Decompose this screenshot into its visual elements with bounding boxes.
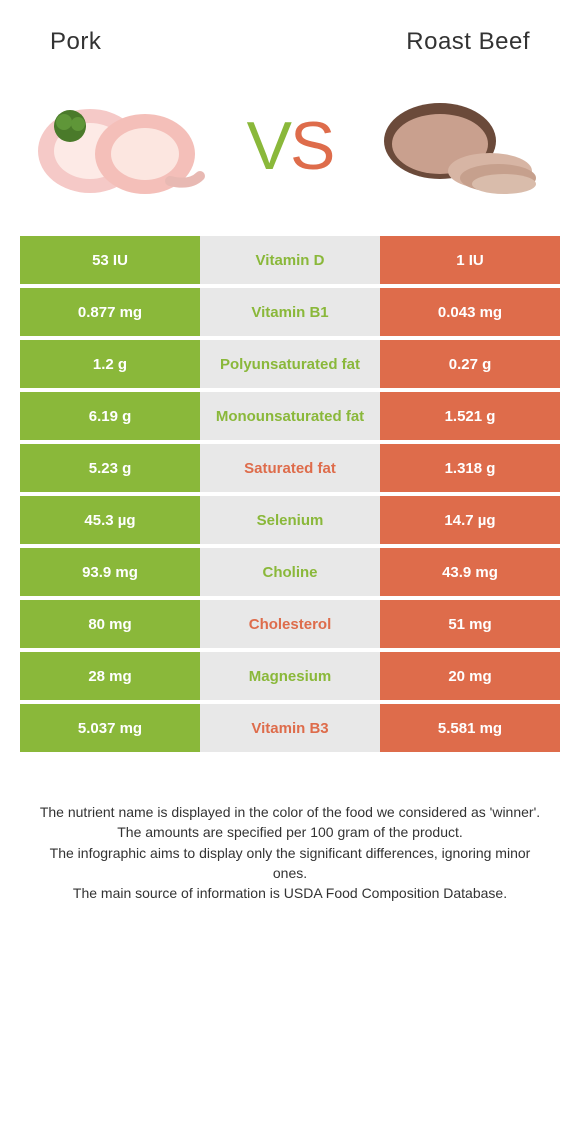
table-row: 5.037 mgVitamin B35.581 mg [20,704,560,752]
title-left: Pork [50,28,101,56]
cell-nutrient-label: Vitamin D [200,236,380,284]
footer-line: The main source of information is USDA F… [34,883,546,903]
cell-right-value: 14.7 µg [380,496,560,544]
cell-left-value: 80 mg [20,600,200,648]
table-row: 6.19 gMonounsaturated fat1.521 g [20,392,560,440]
cell-right-value: 51 mg [380,600,560,648]
cell-left-value: 6.19 g [20,392,200,440]
cell-right-value: 20 mg [380,652,560,700]
cell-nutrient-label: Saturated fat [200,444,380,492]
cell-nutrient-label: Polyunsaturated fat [200,340,380,388]
table-row: 80 mgCholesterol51 mg [20,600,560,648]
cell-left-value: 1.2 g [20,340,200,388]
cell-nutrient-label: Selenium [200,496,380,544]
header: Pork Roast Beef [0,0,580,66]
images-row: VS [0,66,580,236]
cell-left-value: 45.3 µg [20,496,200,544]
cell-right-value: 0.27 g [380,340,560,388]
table-row: 53 IUVitamin D1 IU [20,236,560,284]
cell-left-value: 0.877 mg [20,288,200,336]
cell-nutrient-label: Vitamin B1 [200,288,380,336]
cell-right-value: 43.9 mg [380,548,560,596]
vs-v: V [247,108,290,184]
cell-left-value: 5.23 g [20,444,200,492]
cell-left-value: 28 mg [20,652,200,700]
cell-right-value: 1.521 g [380,392,560,440]
footer-line: The amounts are specified per 100 gram o… [34,822,546,842]
table-row: 0.877 mgVitamin B10.043 mg [20,288,560,336]
cell-right-value: 1.318 g [380,444,560,492]
table-row: 1.2 gPolyunsaturated fat0.27 g [20,340,560,388]
title-right: Roast Beef [406,28,530,56]
cell-right-value: 5.581 mg [380,704,560,752]
table-row: 45.3 µgSelenium14.7 µg [20,496,560,544]
cell-nutrient-label: Magnesium [200,652,380,700]
table-row: 28 mgMagnesium20 mg [20,652,560,700]
cell-nutrient-label: Monounsaturated fat [200,392,380,440]
cell-right-value: 0.043 mg [380,288,560,336]
cell-left-value: 93.9 mg [20,548,200,596]
footer-line: The infographic aims to display only the… [34,843,546,884]
cell-left-value: 5.037 mg [20,704,200,752]
table-row: 5.23 gSaturated fat1.318 g [20,444,560,492]
footer-notes: The nutrient name is displayed in the co… [0,756,580,903]
cell-nutrient-label: Choline [200,548,380,596]
footer-line: The nutrient name is displayed in the co… [34,802,546,822]
comparison-table: 53 IUVitamin D1 IU0.877 mgVitamin B10.04… [0,236,580,752]
vs-label: VS [247,107,334,185]
cell-nutrient-label: Cholesterol [200,600,380,648]
cell-left-value: 53 IU [20,236,200,284]
pork-image [30,86,220,206]
table-row: 93.9 mgCholine43.9 mg [20,548,560,596]
cell-right-value: 1 IU [380,236,560,284]
roastbeef-image [360,86,550,206]
vs-s: S [290,108,333,184]
cell-nutrient-label: Vitamin B3 [200,704,380,752]
